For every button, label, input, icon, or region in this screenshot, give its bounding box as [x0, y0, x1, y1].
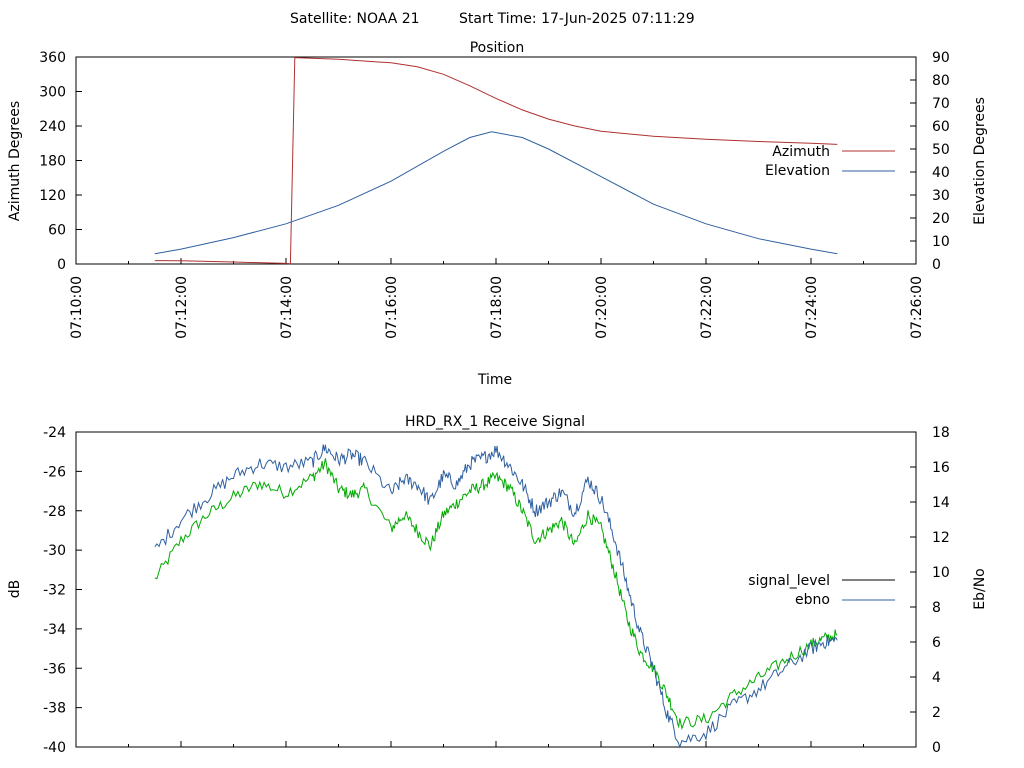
signal-chart: HRD_RX_1 Receive Signal -24-26-28-30-32-…: [7, 414, 988, 756]
signal-y-tick-labels: -24 -26 -28 -30 -32 -34 -36 -38 -40: [43, 425, 66, 756]
signal-series: [154, 444, 838, 749]
position-y2-tick-labels: 0 10 20 30 40 50 60 70 80 90: [932, 50, 950, 273]
db-axis-label: dB: [7, 580, 23, 599]
position-y-tick-label: 300: [39, 85, 66, 101]
elevation-line: [154, 131, 838, 255]
satellite-label: Satellite: NOAA 21: [290, 11, 420, 27]
position-x-tick-labels: 07:10:00 07:12:00 07:14:00 07:16:00 07:18:00…: [69, 276, 925, 339]
position-y-tick-label: 240: [39, 119, 66, 135]
signal-ticks: [75, 431, 917, 748]
position-y2-tick-label: 40: [932, 165, 950, 181]
legend-label-azimuth: Azimuth: [772, 144, 830, 160]
signal-y2-tick-label: 10: [932, 565, 950, 581]
signal-y-tick-label: -24: [43, 425, 66, 441]
position-x-tick-label: 07:26:00: [909, 276, 925, 339]
legend-label-signal-level: signal_level: [748, 573, 830, 589]
position-chart-title: Position: [470, 40, 525, 56]
signal-y-tick-label: -30: [43, 543, 66, 559]
signal-y2-tick-label: 2: [932, 705, 941, 721]
signal-y2-tick-label: 8: [932, 600, 941, 616]
signal-y2-tick-label: 16: [932, 460, 950, 476]
position-y2-tick-label: 20: [932, 211, 950, 227]
signal-legend: signal_level ebno: [748, 573, 895, 608]
position-y2-tick-label: 30: [932, 188, 950, 204]
signal-plot-frame: [75, 431, 917, 748]
position-y-tick-label: 0: [57, 257, 66, 273]
signal-y-tick-label: -40: [43, 740, 66, 756]
position-series: [154, 57, 838, 265]
signal-y2-tick-label: 0: [932, 740, 941, 756]
start-time-label: Start Time: 17-Jun-2025 07:11:29: [459, 11, 695, 27]
position-y-tick-label: 360: [39, 50, 66, 66]
position-y2-tick-label: 70: [932, 96, 950, 112]
signal-y2-tick-label: 18: [932, 425, 950, 441]
signal-y2-tick-label: 4: [932, 670, 941, 686]
position-legend: Azimuth Elevation: [765, 144, 895, 179]
position-y2-tick-label: 0: [932, 257, 941, 273]
position-y2-tick-label: 50: [932, 142, 950, 158]
position-y2-tick-label: 90: [932, 50, 950, 66]
ebno-axis-label: Eb/No: [972, 568, 988, 610]
signal-y2-tick-label: 14: [932, 495, 950, 511]
position-x-tick-label: 07:20:00: [594, 276, 610, 339]
legend-label-ebno: ebno: [795, 592, 830, 608]
position-y-tick-label: 120: [39, 188, 66, 204]
azimuth-axis-label: Azimuth Degrees: [7, 101, 23, 221]
position-y2-tick-label: 80: [932, 73, 950, 89]
ebno-line: [154, 444, 838, 749]
signal-y-tick-label: -34: [43, 622, 66, 638]
position-chart: Position 0 60 120 180 240 300 360 0 10 20 30 40 50 6…: [7, 40, 988, 388]
position-y-tick-labels: 0 60 120 180 240 300 360: [39, 50, 66, 273]
elevation-axis-label: Elevation Degrees: [972, 97, 988, 225]
signal-level-line: [154, 458, 838, 731]
position-x-tick-label: 07:18:00: [489, 276, 505, 339]
legend-label-elevation: Elevation: [765, 163, 830, 179]
signal-y2-tick-label: 12: [932, 530, 950, 546]
signal-y2-tick-label: 6: [932, 635, 941, 651]
position-y-tick-label: 180: [39, 154, 66, 170]
signal-y-tick-label: -26: [43, 464, 66, 480]
time-axis-label: Time: [477, 372, 512, 388]
azimuth-line: [154, 57, 838, 265]
position-x-tick-label: 07:10:00: [69, 276, 85, 339]
position-y2-tick-label: 10: [932, 234, 950, 250]
position-x-tick-label: 07:22:00: [699, 276, 715, 339]
signal-y-tick-label: -28: [43, 504, 66, 520]
signal-y-tick-label: -36: [43, 661, 66, 677]
signal-chart-title: HRD_RX_1 Receive Signal: [405, 414, 585, 430]
position-y-tick-label: 60: [48, 223, 66, 239]
signal-y-tick-label: -38: [43, 701, 66, 717]
position-x-tick-label: 07:16:00: [384, 276, 400, 339]
position-x-tick-label: 07:12:00: [174, 276, 190, 339]
signal-y2-tick-labels: 0 2 4 6 8 10 12 14 16 18: [932, 425, 950, 756]
position-x-tick-label: 07:14:00: [279, 276, 295, 339]
signal-y-tick-label: -32: [43, 583, 66, 599]
position-ticks: [75, 56, 917, 265]
position-y2-tick-label: 60: [932, 119, 950, 135]
position-plot-frame: [75, 56, 917, 265]
position-x-tick-label: 07:24:00: [804, 276, 820, 339]
